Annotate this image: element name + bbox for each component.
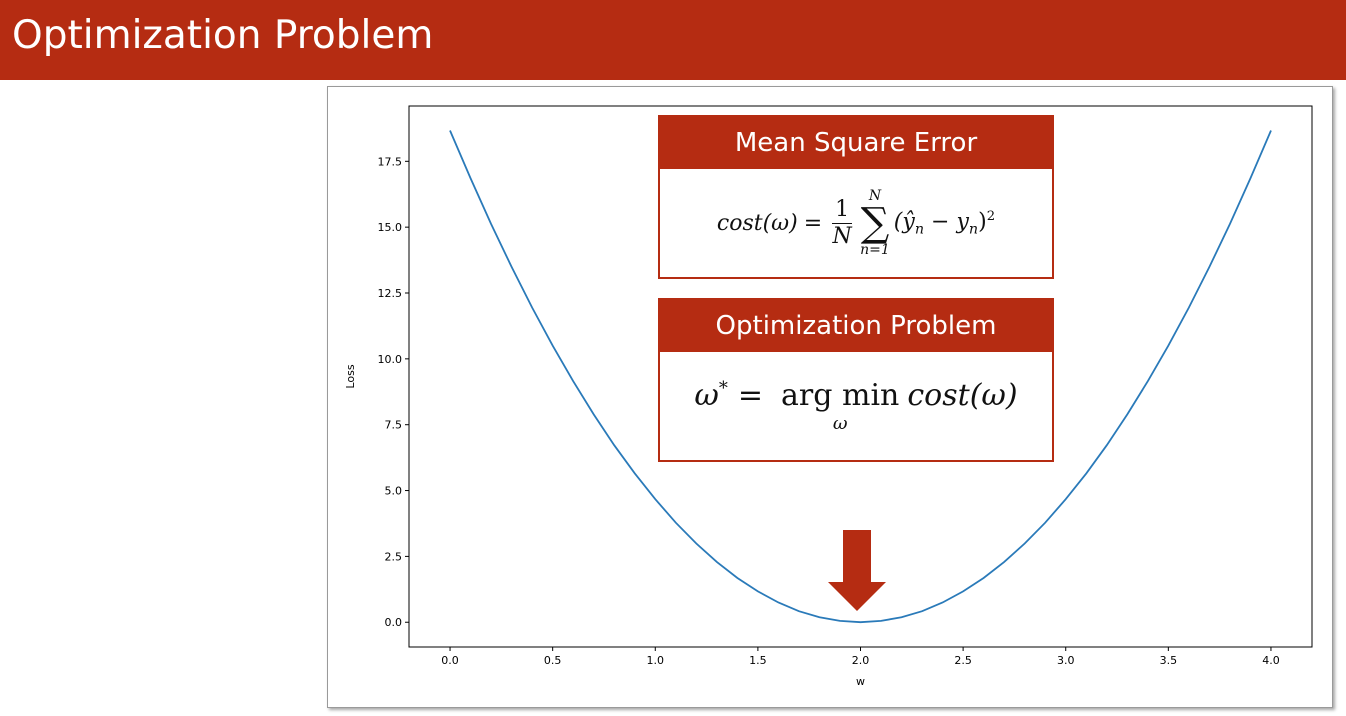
mse-frac-num: 1 [832, 197, 853, 224]
sigma-icon: ∑ [860, 200, 890, 246]
mse-sub-1: n [914, 221, 925, 238]
y-tick-label: 2.5 [385, 550, 403, 563]
opt-rhs: cost(ω) [907, 377, 1018, 413]
mse-box-title: Mean Square Error [660, 117, 1052, 169]
mse-sum: N ∑ n=1 [860, 188, 890, 258]
y-axis-label: Loss [344, 364, 357, 388]
mse-summand-close: ) [978, 208, 987, 234]
mse-sub-2: n [968, 221, 979, 238]
mse-fraction: 1 N [832, 197, 853, 250]
mse-summand-mid: − y [924, 208, 969, 234]
opt-operator-sub: ω [832, 412, 848, 434]
slide-title: Optimization Problem [12, 13, 434, 58]
y-tick-label: 17.5 [378, 155, 403, 168]
y-tick-label: 5.0 [385, 485, 403, 498]
x-tick-label: 1.0 [647, 654, 665, 667]
x-tick-label: 3.5 [1160, 654, 1178, 667]
x-tick-label: 2.0 [852, 654, 870, 667]
down-arrow-icon [828, 530, 886, 611]
opt-equals: = [737, 377, 764, 413]
loss-chart: 0.0 0.5 1.0 1.5 2.0 2.5 3.0 3.5 4.0 0.0 2.5 5.0 7.5 1… [344, 105, 1313, 688]
mse-formula: cost(ω) = 1 N N ∑ n=1 (ŷn − yn)2 [660, 169, 1052, 277]
mse-frac-den: N [832, 223, 852, 249]
y-tick-label: 12.5 [378, 287, 403, 300]
x-tick-label: 0.5 [544, 654, 562, 667]
x-tick-label: 0.0 [441, 654, 459, 667]
optimization-formula: ω* = arg min ω cost(ω) [660, 352, 1052, 460]
x-tick-label: 4.0 [1262, 654, 1280, 667]
opt-operator: arg min [781, 377, 900, 413]
opt-lhs: ω [694, 377, 719, 413]
optimization-box-title: Optimization Problem [660, 300, 1052, 352]
y-tick-label: 10.0 [378, 353, 403, 366]
x-tick-label: 2.5 [954, 654, 972, 667]
mse-box: Mean Square Error cost(ω) = 1 N N ∑ n=1 … [658, 115, 1054, 279]
y-tick-label: 15.0 [378, 221, 403, 234]
x-tick-label: 3.0 [1057, 654, 1075, 667]
mse-equals: = [803, 210, 823, 236]
y-tick-label: 0.0 [385, 616, 403, 629]
loss-curve [449, 130, 1272, 624]
y-tick-label: 7.5 [385, 419, 403, 432]
mse-sum-lower: n=1 [860, 242, 890, 258]
opt-lhs-star: * [718, 377, 728, 399]
opt-argmin: arg min ω [781, 378, 899, 435]
mse-summand-open: (ŷ [893, 208, 915, 234]
mse-power: 2 [986, 208, 996, 224]
title-bar: Optimization Problem [0, 0, 1346, 80]
mse-sum-upper: N [868, 188, 882, 204]
optimization-box: Optimization Problem ω* = arg min ω cost… [658, 298, 1054, 462]
mse-lhs: cost(ω) [716, 210, 798, 236]
x-axis-label: w [856, 675, 865, 688]
x-tick-label: 1.5 [749, 654, 767, 667]
